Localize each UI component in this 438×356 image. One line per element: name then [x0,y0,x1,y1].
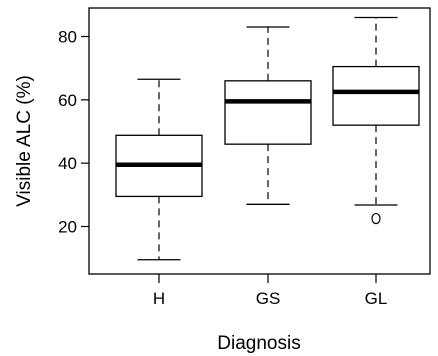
iqr-box-GS [224,80,312,145]
y-tick-label-20: 20 [58,218,77,237]
x-tick-label-GS: GS [256,289,281,308]
y-axis-label: Visible ALC (%) [14,75,35,207]
box-H [115,78,203,261]
box-GL [332,16,420,225]
x-tick-label-GL: GL [365,289,388,308]
y-tick-label-40: 40 [58,154,77,173]
y-axis: 20 40 60 80 [58,28,89,237]
iqr-box-GL [332,65,420,126]
x-axis-label: Diagnosis [217,333,300,354]
x-axis: H GS GL [153,274,387,308]
plot-frame [88,7,431,275]
boxes [115,16,420,261]
x-tick-label-H: H [153,289,165,308]
box-GS [224,26,312,205]
y-tick-label-80: 80 [58,28,77,47]
outlier-GL-0 [371,212,381,225]
y-tick-label-60: 60 [58,91,77,110]
